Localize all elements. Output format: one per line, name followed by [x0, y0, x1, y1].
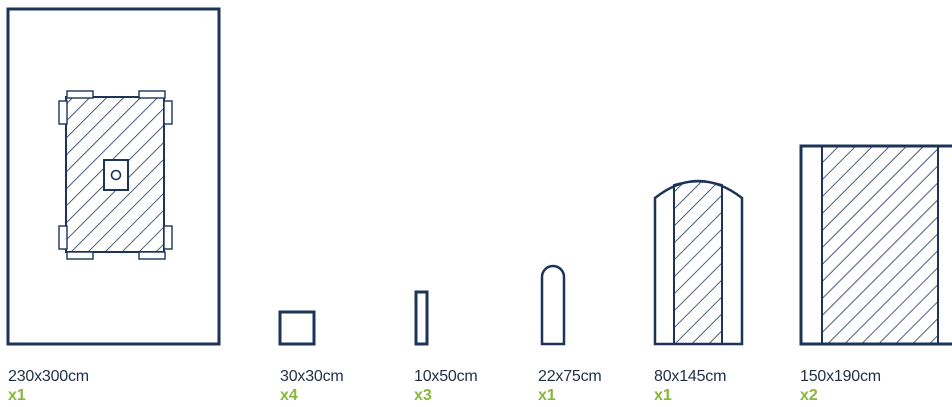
- arched-cover-hatch: [673, 180, 723, 345]
- drape-10x50-figure: [414, 290, 429, 346]
- fenestration-hole: [110, 169, 122, 181]
- item-size: 10x50: [414, 368, 457, 385]
- sheet-outline: [799, 144, 952, 346]
- item-unit: cm: [322, 368, 344, 385]
- item-size: 22x75: [538, 368, 581, 385]
- item-size: 80x145: [654, 368, 706, 385]
- sheet-hatch: [822, 147, 938, 344]
- item-unit: cm: [68, 368, 89, 385]
- item-unit: cm: [705, 368, 727, 385]
- item-quantity: x4: [280, 387, 298, 404]
- item-label-10x50: 10x50cm x3: [414, 369, 478, 404]
- item-unit: cm: [580, 368, 602, 385]
- item-unit: cm: [456, 368, 478, 385]
- item-unit: cm: [860, 368, 881, 385]
- hatched-window: [65, 96, 165, 253]
- drape-80x145-figure: [653, 179, 744, 346]
- drape-outline: [6, 7, 221, 346]
- drape-30x30-figure: [278, 310, 316, 346]
- drape-22x75-figure: [540, 264, 566, 346]
- drape-230x300-figure: [6, 7, 221, 346]
- item-quantity: x1: [538, 387, 556, 404]
- item-size: 150x190: [800, 368, 860, 385]
- item-label-30x30: 30x30cm x4: [280, 369, 344, 404]
- drape-150x190-figure: [799, 144, 952, 346]
- item-quantity: x3: [414, 387, 432, 404]
- item-quantity: x1: [654, 387, 672, 404]
- item-label-22x75: 22x75cm x1: [538, 369, 602, 404]
- adhesive-tabs: [58, 90, 173, 260]
- fenestration-square: [103, 159, 129, 191]
- item-quantity: x2: [800, 387, 818, 404]
- item-size: 230x300: [8, 368, 68, 385]
- item-label-150x190: 150x190cm x2: [800, 369, 881, 404]
- item-size: 30x30: [280, 368, 323, 385]
- item-label-80x145: 80x145cm x1: [654, 369, 726, 404]
- item-quantity: x1: [8, 387, 26, 404]
- item-label-230x300: 230x300cm x1: [8, 369, 89, 404]
